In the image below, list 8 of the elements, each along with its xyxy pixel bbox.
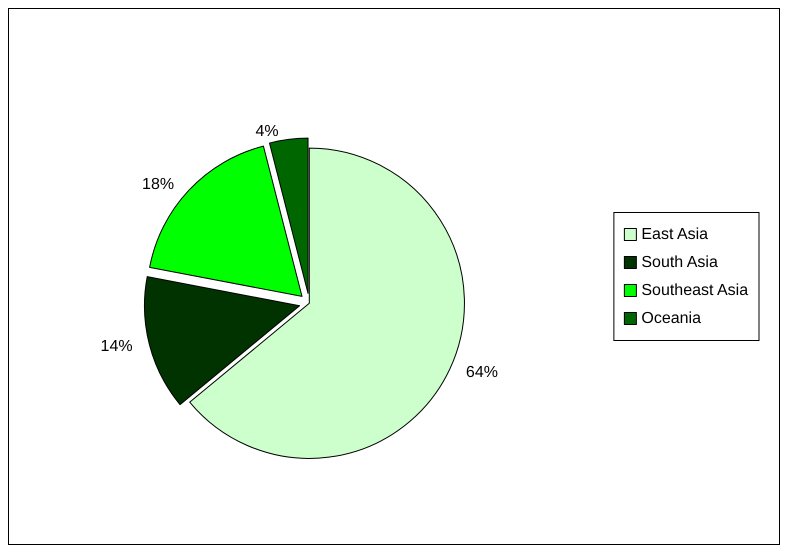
legend-label: Oceania bbox=[641, 310, 702, 327]
data-label: 18% bbox=[142, 176, 174, 194]
data-label: 64% bbox=[466, 364, 498, 382]
legend-label: Southeast Asia bbox=[641, 282, 748, 299]
data-label: 14% bbox=[100, 338, 133, 355]
legend-label: East Asia bbox=[641, 226, 708, 243]
legend-label: South Asia bbox=[641, 254, 718, 271]
data-label: 4% bbox=[255, 122, 279, 140]
